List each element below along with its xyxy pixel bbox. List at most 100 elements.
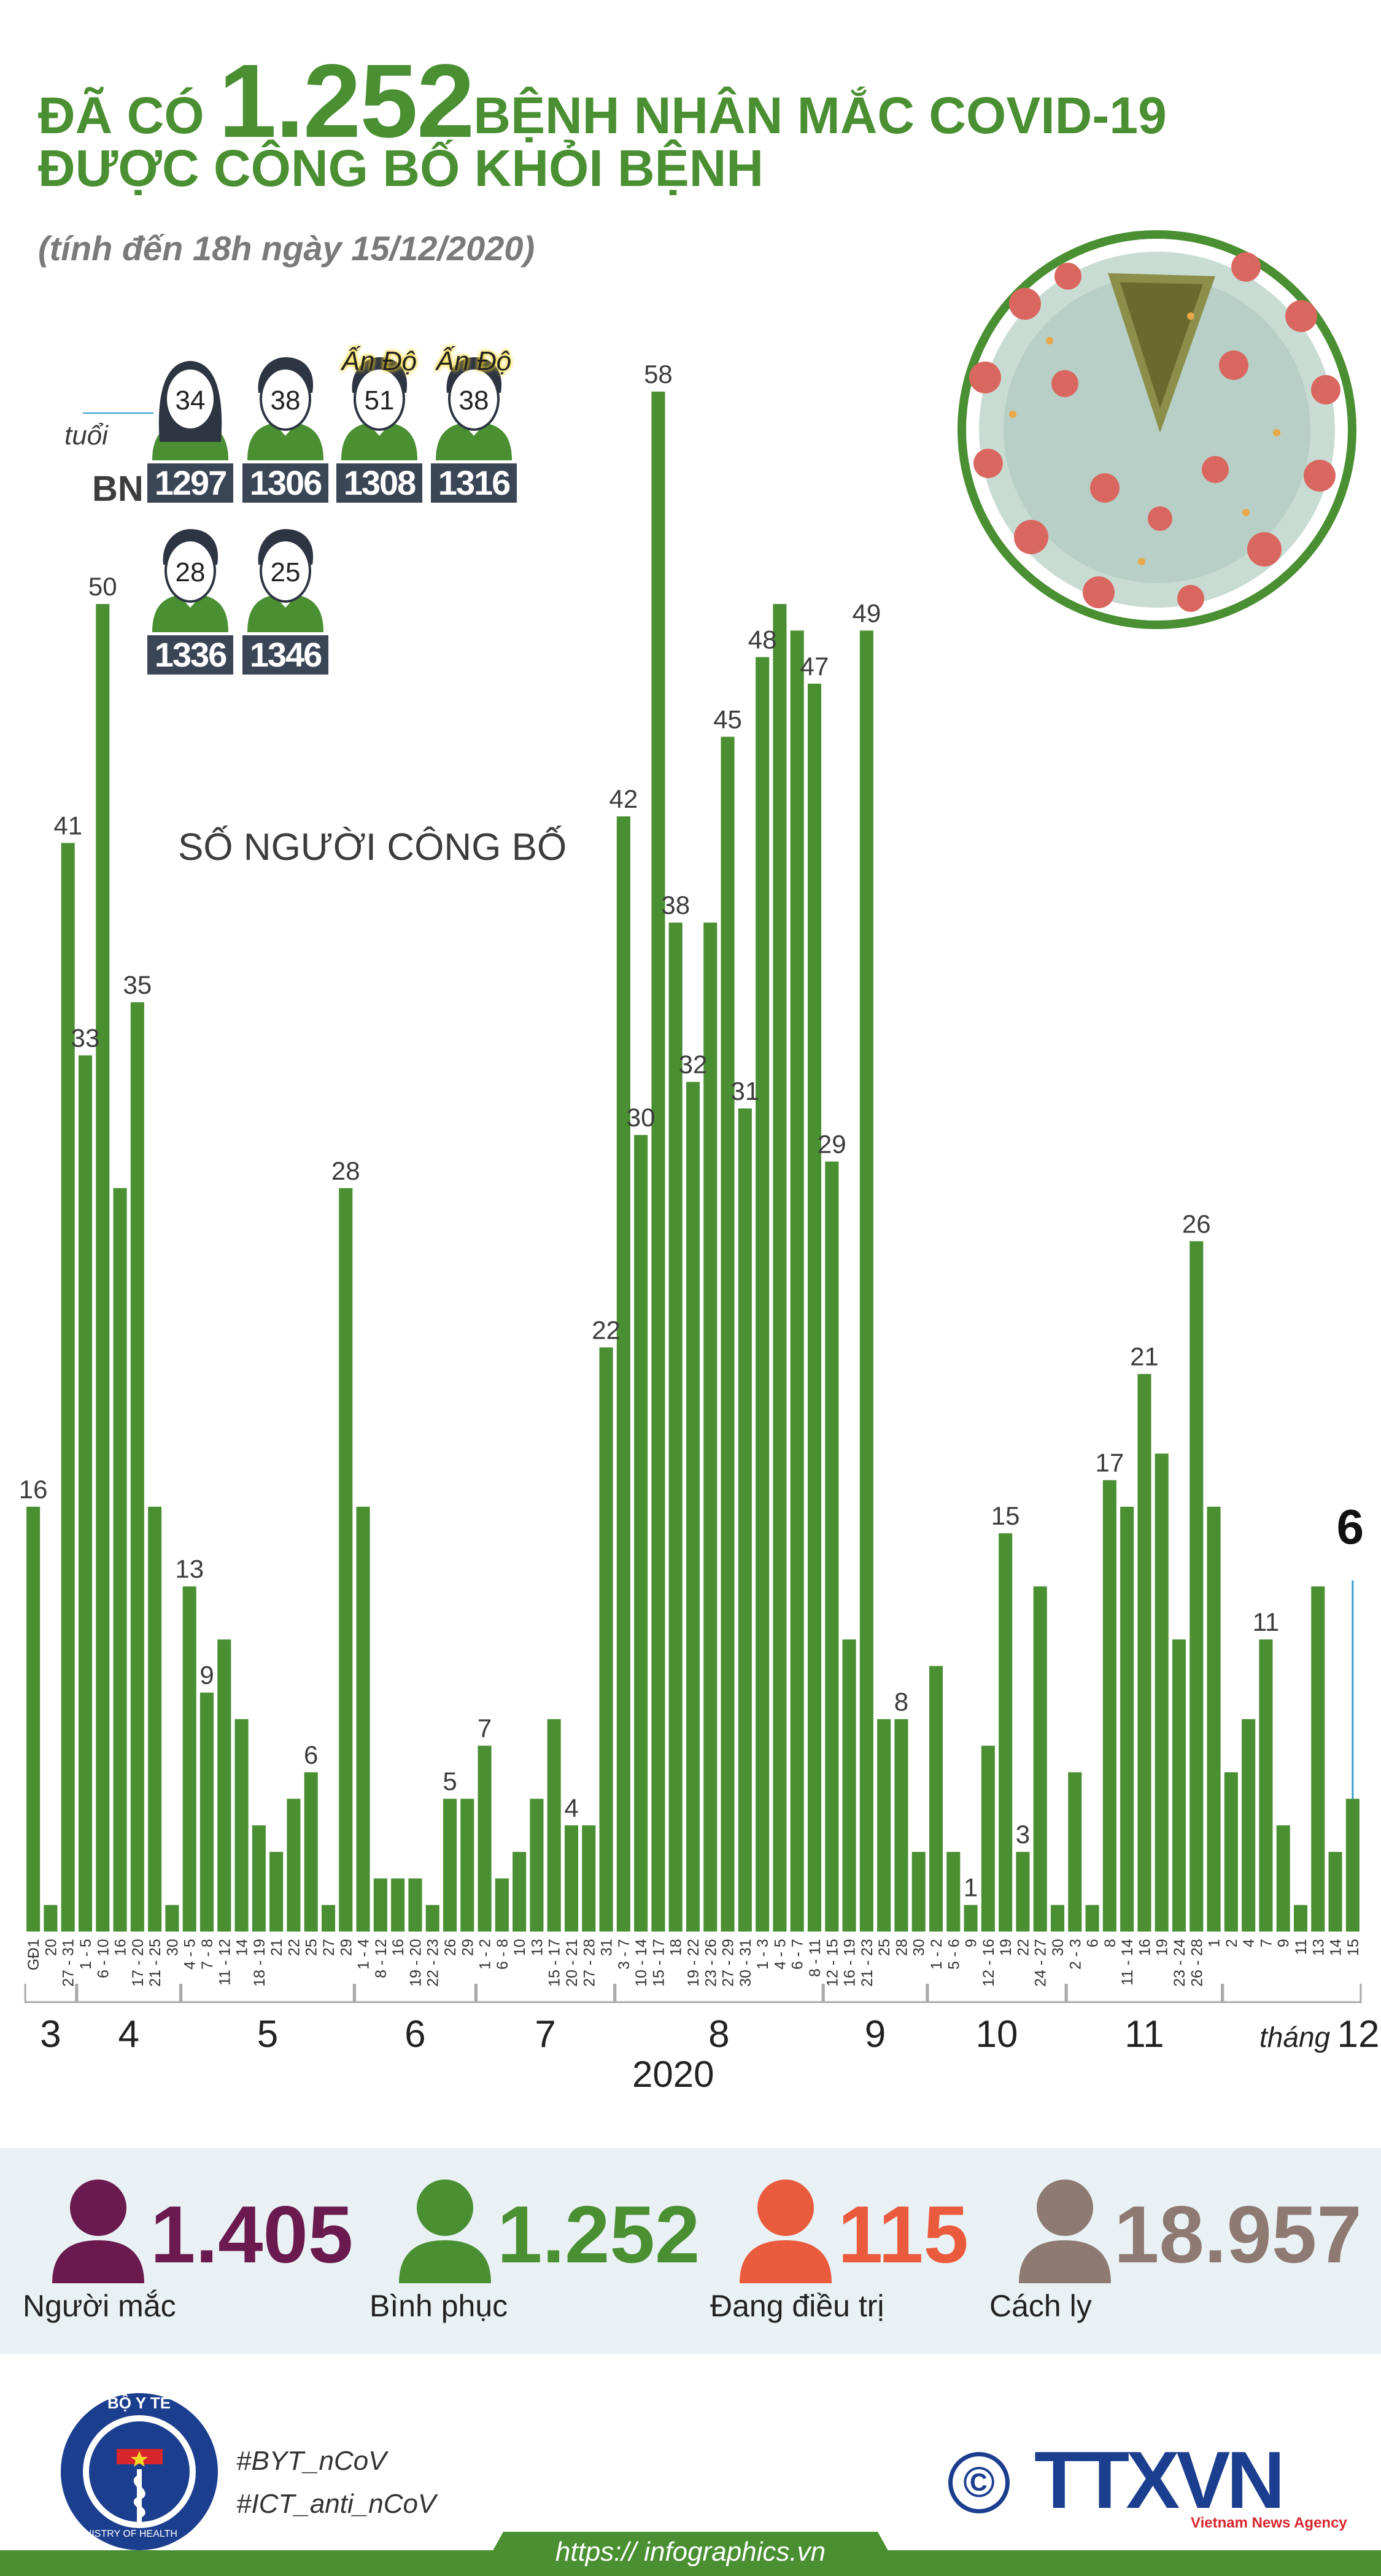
category-label: 15: [1345, 1939, 1362, 1956]
category-label: 25: [876, 1939, 893, 1956]
bar: [686, 1081, 700, 1932]
category-label: 20: [42, 1939, 60, 1956]
hashtag-ict: #ICT_anti_nCoV: [236, 2489, 436, 2519]
bar: [199, 1692, 214, 1932]
category-label: 22 - 23: [425, 1939, 442, 1987]
person-icon: [740, 2180, 832, 2283]
stat-value: 115: [838, 2189, 969, 2280]
category-label: 16: [1136, 1939, 1153, 1956]
bar: [373, 1878, 387, 1932]
category-label: 16: [112, 1939, 130, 1956]
agency-subtitle: Vietnam News Agency: [1191, 2515, 1347, 2531]
stats-band: 1.405 Người mắc 1.252 Bình phục 115 Đang đi…: [0, 2148, 1381, 2354]
bar: [703, 922, 718, 1932]
category-label: 30: [1050, 1939, 1067, 1956]
category-label: 1 - 4: [355, 1939, 373, 1970]
category-label: 19: [997, 1939, 1015, 1956]
month-bracket: [1222, 1984, 1362, 2003]
category-label: 6 - 7: [789, 1939, 807, 1970]
bar: [339, 1188, 353, 1932]
value-label: 8: [894, 1687, 908, 1716]
value-label: 45: [713, 705, 742, 733]
category-label: 13: [528, 1939, 546, 1956]
category-label: 6: [1085, 1939, 1102, 1947]
bar: [1293, 1905, 1308, 1932]
patient-avatar-icon: [247, 357, 323, 460]
category-label: 20 - 21: [563, 1939, 581, 1987]
value-label: 30: [627, 1103, 656, 1132]
category-label: 15 - 17: [650, 1939, 667, 1987]
value-label: 7: [478, 1714, 492, 1742]
month-bracket: [180, 1984, 355, 2003]
value-label: 28: [331, 1156, 360, 1185]
month-label: 5: [257, 2013, 278, 2056]
category-label: 31: [598, 1939, 616, 1956]
bar: [616, 816, 630, 1932]
bar: [1207, 1506, 1221, 1932]
bar-group: [26, 392, 1360, 1932]
category-label: 7: [1258, 1939, 1275, 1947]
bar: [877, 1719, 891, 1932]
bar: [1276, 1825, 1290, 1932]
stat-value: 1.405: [150, 2189, 354, 2280]
category-label: 1 - 2: [928, 1939, 945, 1970]
bar: [1345, 1798, 1360, 1932]
value-label: 9: [199, 1661, 214, 1690]
month-bracket: [614, 1984, 824, 2003]
bar: [182, 1586, 196, 1932]
value-label: 32: [679, 1050, 708, 1079]
value-label: 1: [964, 1873, 978, 1902]
bar: [1120, 1506, 1134, 1932]
patient-card: 38 1306: [242, 350, 328, 503]
category-label: 11 - 14: [1119, 1939, 1136, 1986]
category-label: 10 - 14: [633, 1939, 650, 1987]
bar: [408, 1878, 422, 1932]
patient-age: 51: [364, 385, 395, 416]
person-icon: [52, 2180, 144, 2283]
agency-name: TTXVN: [1034, 2435, 1285, 2525]
month-bracket: [927, 1984, 1067, 2003]
patient-age: 34: [175, 385, 206, 416]
category-label: 26 - 28: [1188, 1939, 1205, 1987]
category-label: GĐ1: [25, 1939, 42, 1970]
patient-avatar-icon: [152, 529, 228, 632]
bar: [513, 1852, 527, 1932]
value-label: 21: [1130, 1342, 1159, 1371]
bar: [1311, 1586, 1325, 1932]
moh-bottom-text: MINISTRY OF HEALTH: [74, 2529, 177, 2539]
category-label: 22: [285, 1939, 303, 1956]
category-label: 11 - 12: [216, 1939, 233, 1986]
value-label: 22: [592, 1315, 621, 1344]
category-label: 21: [268, 1939, 285, 1956]
url-text[interactable]: https:// infographics.vn: [555, 2537, 826, 2567]
patient-avatar-icon: [247, 529, 323, 632]
value-label: 31: [730, 1077, 759, 1105]
bar: [304, 1772, 318, 1932]
category-label: 9: [1275, 1939, 1293, 1947]
bar: [1242, 1719, 1256, 1932]
category-label: 15 - 17: [546, 1939, 563, 1987]
bar: [1033, 1586, 1047, 1932]
year-label: 2020: [632, 2054, 714, 2095]
stat-label: Đang điều trị: [710, 2289, 884, 2323]
bar: [96, 604, 110, 1932]
bar: [1102, 1480, 1116, 1932]
patient-id-badge: 1308: [336, 463, 422, 503]
value-label: 11: [1253, 1607, 1280, 1636]
bar: [1328, 1852, 1342, 1932]
stat-label: Bình phục: [369, 2289, 508, 2323]
category-label: 16: [390, 1939, 407, 1956]
bar: [721, 737, 735, 1932]
bar: [564, 1825, 579, 1932]
category-label: 2 - 3: [1067, 1939, 1084, 1970]
month-bracket: [24, 1984, 77, 2003]
india-tag: Ấn Độ: [436, 346, 512, 376]
bar: [1137, 1374, 1151, 1932]
category-label: 1: [1206, 1939, 1223, 1947]
month-label: 7: [535, 2013, 555, 2056]
patient-id-badge: 1297: [147, 463, 233, 503]
age-label: tuổi: [64, 420, 108, 451]
category-label: 24 - 27: [1032, 1939, 1050, 1987]
value-label: 6: [304, 1740, 318, 1769]
